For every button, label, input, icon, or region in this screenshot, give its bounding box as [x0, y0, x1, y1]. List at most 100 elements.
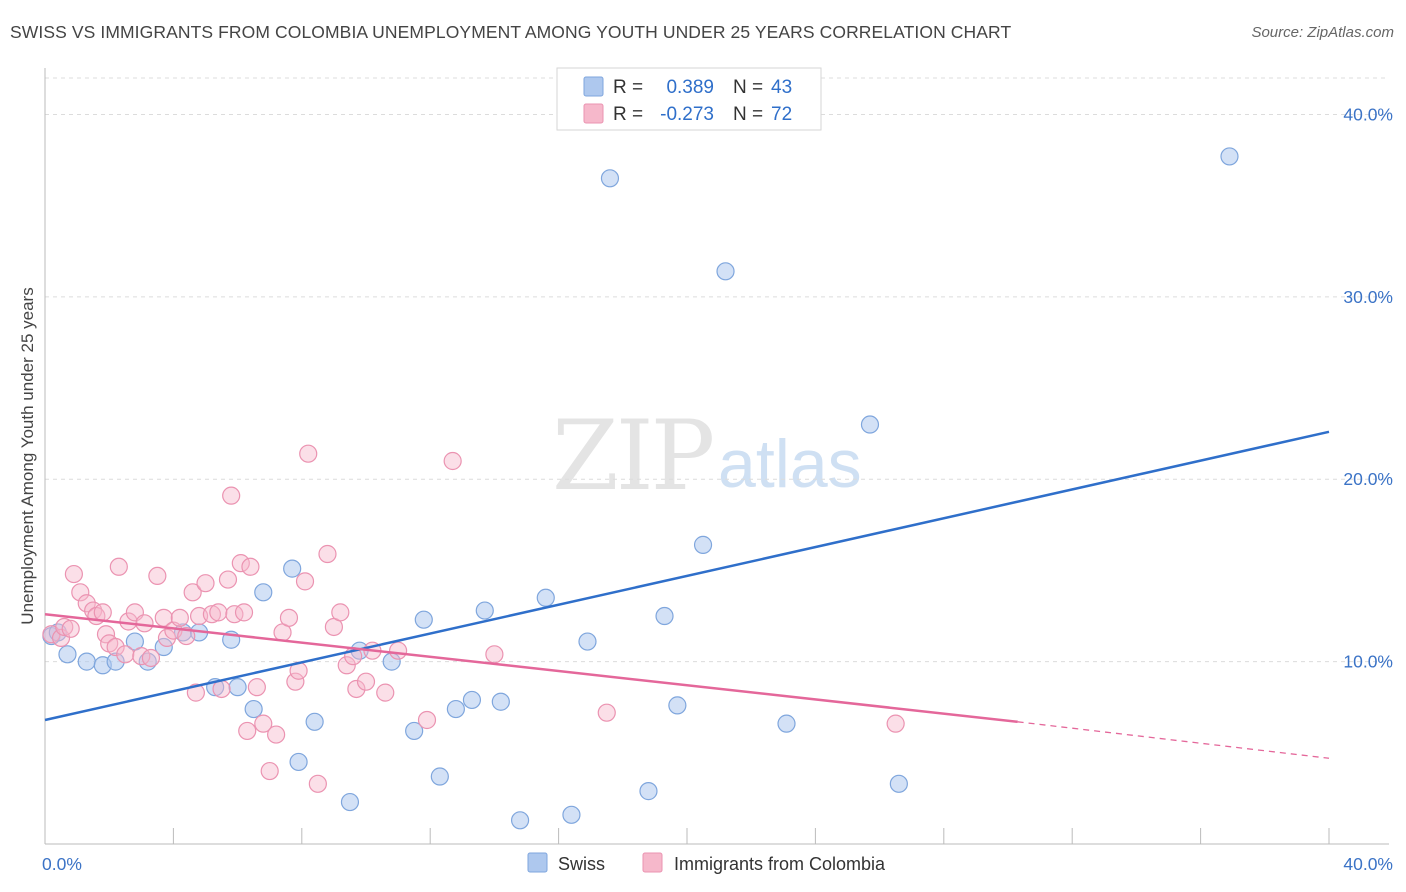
colombia-point	[186, 683, 205, 702]
legend-colombia-r-value: -0.273	[660, 104, 714, 125]
swiss-point	[244, 699, 263, 719]
colombia-point	[295, 572, 315, 591]
colombia-point	[308, 774, 327, 793]
colombia-point	[238, 721, 257, 741]
colombia-point	[417, 710, 437, 730]
legend-colombia-n-value: 72	[771, 104, 792, 125]
bottom-legend-swiss-label: Swiss	[558, 854, 605, 874]
colombia-point	[64, 564, 83, 584]
colombia-point	[157, 628, 177, 648]
swiss-point	[536, 588, 555, 607]
colombia-trend-line-extension	[1017, 721, 1330, 759]
y-tick-label: 30.0%	[1343, 287, 1393, 307]
colombia-point	[267, 725, 286, 744]
colombia-point	[212, 679, 231, 699]
colombia-point	[222, 486, 241, 505]
colombia-point	[337, 656, 356, 675]
swiss-point	[860, 415, 880, 434]
colombia-point	[485, 645, 504, 664]
swiss-point	[405, 721, 424, 741]
colombia-point	[331, 603, 350, 622]
colombia-trend-line	[44, 612, 1018, 724]
colombia-point	[234, 603, 254, 622]
colombia-point	[116, 645, 135, 664]
legend-swiss-swatch	[583, 76, 604, 97]
bottom-legend-colombia-swatch	[642, 852, 663, 873]
swiss-trend-line	[44, 430, 1330, 722]
swiss-point	[254, 583, 273, 602]
swiss-point	[430, 767, 449, 786]
colombia-points	[42, 444, 905, 793]
colombia-point	[279, 608, 299, 627]
colombia-point	[241, 557, 260, 576]
colombia-point	[356, 672, 376, 691]
legend-swiss-r-label: R =	[613, 77, 643, 98]
colombia-point	[299, 444, 318, 463]
swiss-point	[578, 632, 597, 651]
colombia-point	[93, 603, 112, 622]
swiss-point	[106, 652, 125, 671]
swiss-point	[491, 692, 510, 711]
swiss-point	[340, 792, 360, 812]
colombia-point	[202, 605, 222, 624]
legend-colombia-swatch	[583, 103, 604, 124]
colombia-point	[443, 451, 462, 471]
source-label: Source: ZipAtlas.com	[1251, 24, 1394, 41]
trend-lines	[44, 430, 1330, 759]
swiss-point	[562, 805, 581, 824]
y-tick-label: 40.0%	[1343, 104, 1393, 124]
swiss-point	[889, 774, 908, 793]
swiss-point	[716, 262, 735, 281]
axes	[44, 68, 1389, 845]
swiss-point	[693, 535, 713, 554]
legend-swiss-n-value: 43	[771, 77, 792, 98]
colombia-point	[231, 554, 250, 573]
colombia-point	[886, 714, 905, 733]
x-tick-label: 0.0%	[42, 854, 82, 874]
y-tick-label: 20.0%	[1343, 469, 1393, 489]
colombia-point	[318, 544, 337, 564]
legend-colombia-r-label: R =	[613, 104, 643, 125]
watermark-atlas: atlas	[718, 426, 862, 502]
swiss-points	[42, 147, 1239, 830]
colombia-point	[55, 617, 74, 637]
swiss-point	[475, 601, 494, 620]
colombia-point	[148, 566, 167, 586]
x-tick-label: 40.0%	[1343, 854, 1393, 874]
swiss-point	[228, 678, 247, 697]
swiss-point	[446, 699, 465, 719]
colombia-point	[183, 583, 202, 602]
colombia-point	[286, 672, 305, 691]
swiss-point	[668, 696, 687, 715]
colombia-point	[389, 641, 408, 660]
swiss-point	[289, 752, 308, 772]
swiss-point	[305, 712, 324, 731]
swiss-point	[655, 606, 674, 626]
colombia-point	[71, 583, 90, 602]
swiss-point	[77, 652, 96, 671]
colombia-point	[597, 703, 616, 722]
legend-colombia-n-label: N =	[733, 104, 763, 125]
swiss-point	[58, 645, 77, 664]
swiss-point	[639, 782, 658, 801]
colombia-point	[177, 626, 196, 646]
bottom-legend-swiss-swatch	[527, 852, 548, 873]
legend-swiss-r-value: 0.389	[666, 77, 714, 98]
swiss-point	[1220, 147, 1239, 166]
colombia-point	[106, 637, 125, 657]
colombia-point	[109, 557, 128, 576]
colombia-point	[347, 679, 366, 699]
colombia-point	[254, 714, 273, 733]
colombia-point	[196, 574, 215, 593]
colombia-point	[218, 570, 238, 589]
y-axis-label: Unemployment Among Youth under 25 years	[18, 287, 37, 624]
colombia-point	[260, 761, 279, 781]
y-tick-label: 10.0%	[1343, 652, 1393, 672]
colombia-point	[51, 628, 71, 648]
colombia-point	[209, 603, 228, 622]
colombia-point	[170, 608, 189, 627]
colombia-point	[247, 678, 266, 697]
bottom-legend: Swiss Immigrants from Colombia	[527, 852, 886, 874]
watermark-zip: ZIP	[552, 400, 713, 512]
